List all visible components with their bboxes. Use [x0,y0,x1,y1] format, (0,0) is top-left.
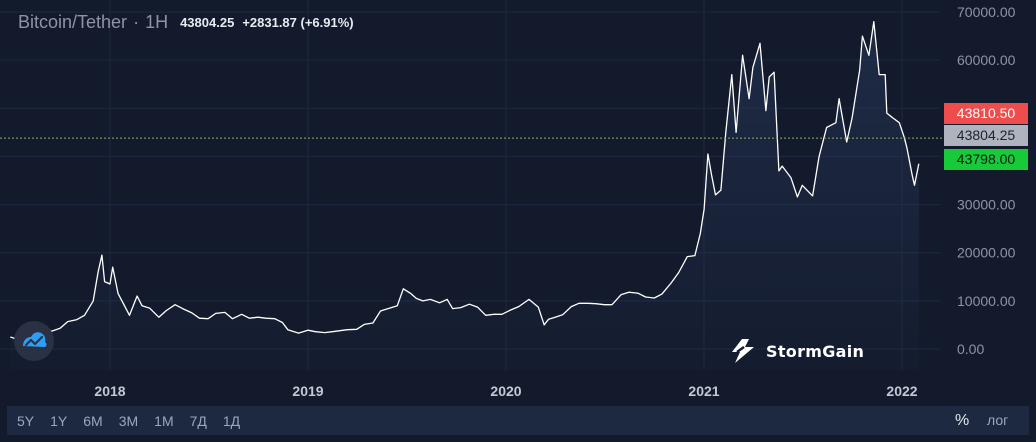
x-tick-label: 2021 [688,383,719,399]
x-tick-label: 2022 [886,383,917,399]
range-1y-button[interactable]: 1Y [50,412,68,429]
last-price: 43804.25 [180,14,235,30]
range-1d-button[interactable]: 1Д [222,412,241,429]
y-tick-label: 0.00 [957,341,984,357]
log-scale-toggle[interactable]: лог [987,412,1009,428]
range-6m-button[interactable]: 6M [83,412,103,429]
ask-price-tag: 43810.50 [944,103,1028,124]
trading-chart-logo-icon[interactable] [14,321,54,361]
bottom-toolbar: 5Y 1Y 6M 3M 1M 7Д 1Д % лог [7,406,1029,435]
chart-header: Bitcoin/Tether · 1H 43804.25 +2831.87 (+… [18,10,354,34]
y-axis: 0.0010000.0020000.0030000.0040000.005000… [957,4,1016,357]
stormgain-bolt-icon [732,339,754,363]
x-axis: 2018 2019 2020 2021 2022 [94,383,917,399]
x-tick-label: 2019 [292,383,323,399]
header-separator: · [133,11,140,32]
price-area [10,21,919,370]
symbol-name: Bitcoin/Tether [18,11,128,32]
range-7d-button[interactable]: 7Д [189,412,207,429]
price-chart[interactable]: 0.0010000.0020000.0030000.0040000.005000… [0,0,1036,400]
range-5y-button[interactable]: 5Y [17,412,35,429]
percent-scale-toggle[interactable]: % [955,412,970,429]
y-tick-label: 10000.00 [957,293,1016,309]
price-change: +2831.87 (+6.91%) [242,14,354,30]
brand-name: StormGain [766,341,865,361]
price-line [10,20,920,341]
y-tick-label: 60000.00 [957,52,1016,68]
bid-price-tag: 43798.00 [944,149,1028,170]
x-tick-label: 2020 [490,383,521,399]
y-tick-label: 20000.00 [957,245,1016,261]
last-price-tag: 43804.25 [944,125,1028,146]
brand-watermark: StormGain [730,338,864,364]
range-buttons: 5Y 1Y 6M 3M 1M 7Д 1Д [17,406,256,435]
range-1m-button[interactable]: 1M [154,412,174,429]
y-tick-label: 70000.00 [957,4,1016,20]
range-3m-button[interactable]: 3M [118,412,139,429]
x-tick-label: 2018 [94,383,125,399]
interval-label[interactable]: 1H [145,11,169,32]
y-tick-label: 30000.00 [957,197,1016,213]
